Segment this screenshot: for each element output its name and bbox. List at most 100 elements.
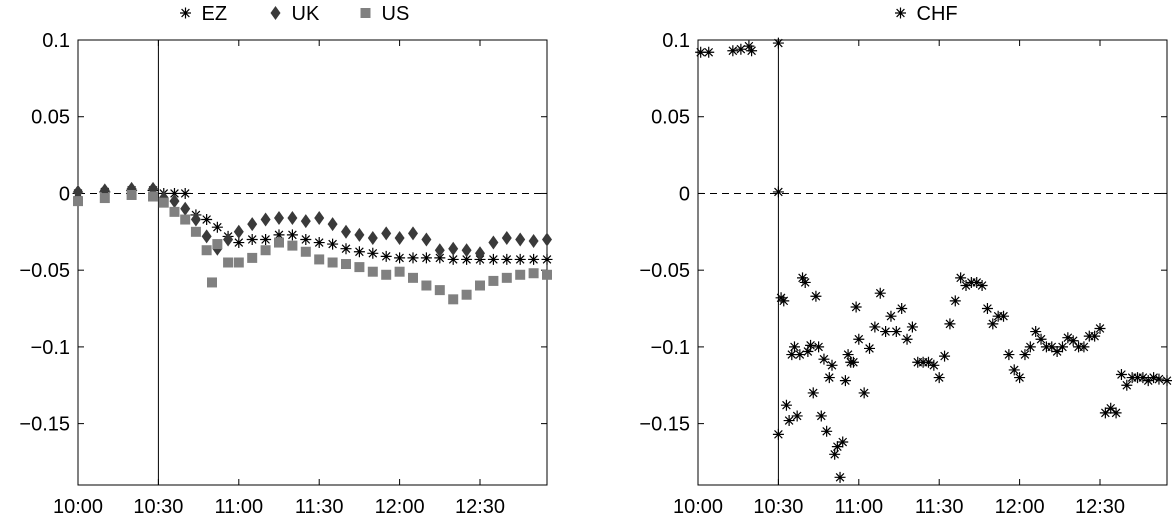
data-point	[447, 253, 459, 265]
data-point	[434, 252, 446, 264]
x-tick-label: 11:00	[835, 496, 884, 518]
data-point	[906, 321, 918, 333]
data-point	[542, 232, 552, 247]
data-point	[788, 341, 800, 353]
data-point	[850, 301, 862, 313]
data-point	[273, 229, 285, 241]
data-point	[1051, 346, 1063, 357]
data-point	[1110, 407, 1122, 419]
data-point	[981, 303, 993, 315]
x-tick-label: 11:30	[915, 496, 964, 518]
x-tick-label: 11:30	[295, 496, 344, 518]
data-point	[960, 280, 972, 292]
data-point	[314, 254, 325, 265]
legend: CHF	[895, 3, 958, 25]
data-point	[207, 277, 217, 288]
data-point	[839, 375, 851, 387]
data-point	[434, 243, 445, 258]
data-point	[853, 333, 865, 345]
data-point	[998, 310, 1010, 322]
legend-label: US	[382, 3, 410, 25]
data-point	[501, 272, 512, 283]
series-chf	[695, 37, 1172, 483]
plot-area-frame	[697, 39, 1168, 486]
data-point	[421, 232, 432, 247]
data-point	[247, 252, 258, 263]
data-point	[274, 237, 284, 248]
x-tick-label: 10:30	[753, 496, 803, 518]
data-point	[922, 356, 934, 368]
x-tick-label: 12:00	[995, 496, 1045, 518]
data-point	[955, 272, 967, 284]
data-point	[1035, 333, 1047, 345]
legend-label: CHF	[917, 3, 958, 25]
data-point	[528, 234, 539, 249]
data-point	[810, 290, 822, 302]
x-tick-label: 10:00	[673, 496, 723, 518]
data-point	[367, 247, 379, 259]
right-chart-panel: 0.1 0.05 0 −0.05 −0.1 −0.15 10:00 10:30 11:00 11:…	[639, 3, 1172, 518]
data-point	[148, 191, 159, 202]
data-point	[1148, 372, 1160, 384]
data-point	[939, 350, 951, 362]
data-point	[786, 349, 798, 361]
data-point	[542, 269, 552, 280]
data-point	[695, 46, 707, 58]
data-point	[340, 243, 352, 255]
data-point	[746, 45, 758, 57]
y-tick-label: 0.05	[651, 107, 690, 129]
data-point	[180, 201, 191, 216]
data-point	[807, 387, 819, 399]
data-point	[381, 226, 392, 241]
data-point	[805, 339, 817, 351]
data-point	[286, 229, 298, 241]
data-point	[847, 356, 859, 368]
data-point	[829, 448, 841, 460]
data-point	[802, 346, 814, 357]
data-point	[1121, 379, 1133, 391]
data-point	[1161, 375, 1172, 387]
data-point	[743, 40, 755, 52]
legend-label: UK	[292, 3, 320, 25]
x-tick-label: 12:30	[1075, 496, 1125, 518]
data-point	[180, 214, 191, 225]
data-point	[260, 212, 271, 227]
data-point	[233, 237, 245, 249]
data-point	[1067, 335, 1079, 347]
legend: EZ UK US	[180, 3, 409, 25]
data-point	[190, 226, 201, 237]
data-point	[179, 187, 191, 199]
y-tick-label: −0.15	[639, 414, 690, 436]
data-point	[394, 266, 405, 277]
data-point	[223, 232, 234, 247]
data-point	[727, 45, 739, 57]
legend-label: EZ	[202, 3, 228, 25]
x-tick-label: 11:00	[215, 496, 264, 518]
data-point	[211, 221, 223, 233]
data-point	[421, 280, 432, 291]
y-tick-label: 0.1	[42, 30, 70, 52]
data-point	[73, 184, 83, 199]
data-point	[1099, 407, 1111, 419]
data-point	[515, 269, 526, 280]
data-point	[815, 410, 827, 422]
data-point	[448, 241, 459, 256]
data-point	[488, 275, 499, 286]
data-point	[487, 253, 499, 265]
data-point	[928, 359, 940, 371]
data-point	[475, 246, 485, 261]
data-point	[287, 211, 298, 225]
y-tick-label: −0.05	[639, 260, 690, 282]
x-tick-label: 12:30	[455, 496, 505, 518]
data-point	[1003, 349, 1015, 361]
data-point	[1030, 326, 1042, 338]
data-point	[528, 253, 540, 265]
x-tick-label: 12:00	[375, 496, 425, 518]
data-point	[901, 333, 913, 345]
data-point	[201, 245, 212, 256]
data-point	[434, 285, 445, 296]
data-point	[813, 341, 825, 353]
data-point	[896, 303, 908, 315]
data-point	[890, 326, 902, 338]
data-point	[274, 211, 284, 225]
